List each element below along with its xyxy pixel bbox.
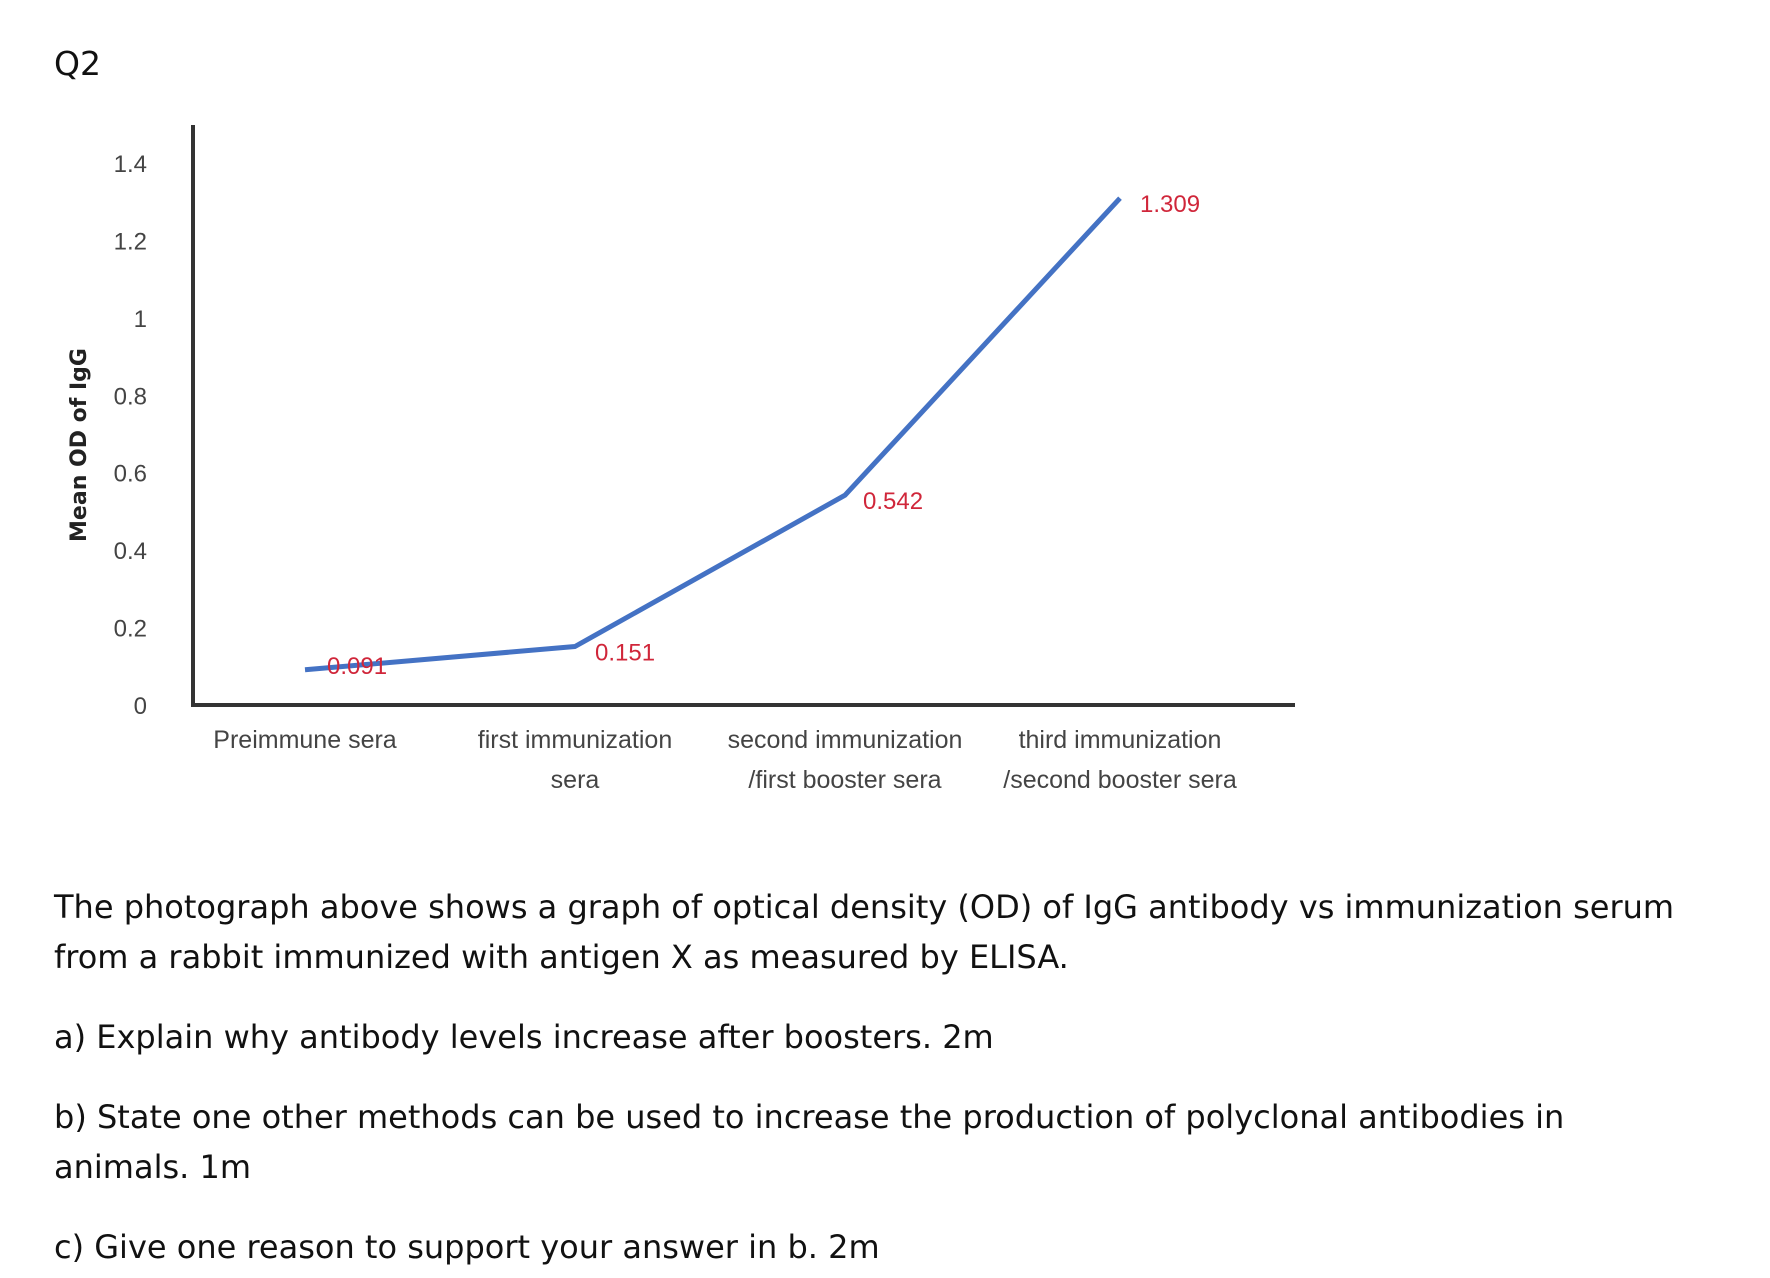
y-tick-label: 0.6: [114, 461, 147, 488]
x-category-label: third immunization/second booster sera: [1003, 726, 1237, 794]
question-intro: The photograph above shows a graph of op…: [54, 888, 1675, 976]
y-tick-label: 0.8: [114, 383, 147, 410]
y-tick-label: 1.4: [114, 151, 147, 178]
y-axis-title: Mean OD of IgG: [67, 348, 92, 542]
data-label: 0.091: [327, 653, 387, 680]
x-category-label-line: third immunization: [1019, 726, 1222, 754]
data-label: 1.309: [1140, 191, 1200, 218]
x-category-label: first immunization sera: [478, 726, 673, 794]
x-category-label-line: second immunization: [728, 726, 963, 754]
x-category-label-line: sera: [551, 766, 600, 794]
x-category-label-line: /first booster sera: [748, 766, 941, 794]
x-category-label-line: /second booster sera: [1003, 766, 1237, 794]
y-tick-label: 0.4: [114, 538, 147, 565]
question-part-b: b) State one other methods can be used t…: [54, 1098, 1565, 1186]
y-tick-label: 0: [134, 693, 147, 720]
data-label: 0.542: [863, 488, 923, 515]
question-part-c: c) Give one reason to support your answe…: [54, 1228, 880, 1266]
y-tick-label: 1.2: [114, 228, 147, 255]
x-category-label: Preimmune sera: [213, 726, 396, 754]
x-category-label-line: first immunization: [478, 726, 673, 754]
igg-od-line-chart: Mean OD of IgG 0 0.2 0.4 0.6 0.8 1 1.2 1.4 0.09…: [67, 125, 1295, 794]
question-part-a: a) Explain why antibody levels increase …: [54, 1018, 994, 1056]
y-tick-label: 1: [134, 306, 147, 333]
y-tick-label: 0.2: [114, 616, 147, 643]
x-category-label-line: Preimmune sera: [213, 726, 396, 754]
series-line: [304, 196, 1122, 673]
data-label: 0.151: [595, 640, 655, 667]
x-category-label: second immunization/first booster sera: [728, 726, 963, 794]
question-number: Q2: [54, 44, 101, 83]
